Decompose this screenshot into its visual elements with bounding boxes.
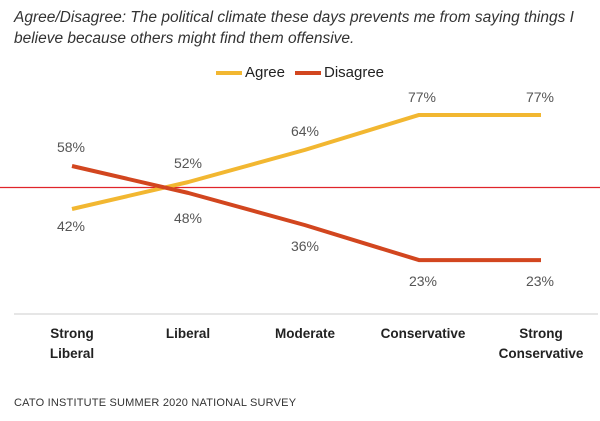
x-tick-label-4: Conservative: [381, 326, 466, 341]
legend-label-disagree: Disagree: [324, 64, 385, 81]
data-label-agree-2: 52%: [174, 155, 202, 171]
data-label-disagree-5: 23%: [526, 273, 554, 289]
data-label-disagree-2: 48%: [174, 210, 202, 226]
data-label-agree-5: 77%: [526, 89, 554, 105]
legend-item-agree: Agree: [215, 64, 285, 81]
data-label-agree-3: 64%: [291, 123, 319, 139]
legend: Agree Disagree: [0, 64, 600, 81]
x-tick-label-2: Liberal: [166, 326, 210, 341]
legend-item-disagree: Disagree: [295, 64, 384, 81]
data-label-disagree-3: 36%: [291, 238, 319, 254]
legend-swatch-disagree: [295, 70, 321, 75]
data-label-agree-1: 42%: [57, 218, 85, 234]
x-tick-label-3: Moderate: [275, 326, 336, 341]
data-label-disagree-1: 58%: [57, 139, 85, 155]
chart-title: Agree/Disagree: The political climate th…: [14, 9, 574, 47]
legend-label-agree: Agree: [244, 64, 285, 81]
source-note: CATO INSTITUTE SUMMER 2020 NATIONAL SURV…: [14, 397, 297, 409]
data-label-disagree-4: 23%: [409, 273, 437, 289]
x-tick-label-1: Strong Liberal: [50, 326, 94, 361]
series-line-agree: [71, 112, 541, 211]
data-label-agree-4: 77%: [408, 89, 436, 105]
series-line-disagree: [71, 164, 541, 263]
legend-swatch-agree: [215, 70, 242, 75]
x-tick-label-5: Strong Conservative: [499, 326, 584, 361]
